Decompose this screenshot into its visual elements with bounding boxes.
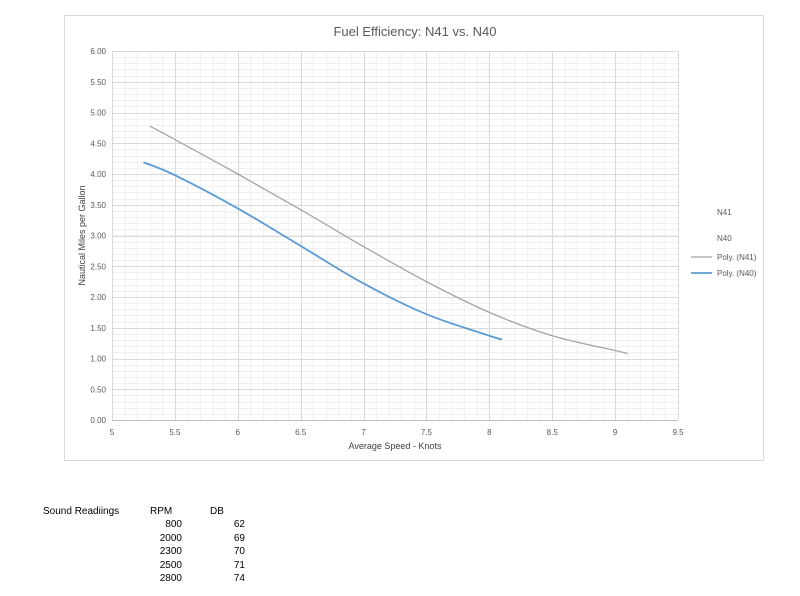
db-cell: 62 (233, 519, 245, 530)
rpm-cell: 2500 (159, 560, 182, 571)
y-tick-label: 0.50 (90, 385, 106, 394)
y-tick-label: 4.00 (90, 170, 106, 179)
fuel-efficiency-chart: 5 5.5 6 6.5 7 7.5 8 8.5 9 9.5 0.00 0.50 1.00 1.50 2.00… (77, 24, 757, 451)
y-tick-label: 6.00 (90, 47, 106, 56)
y-tick-label: 0.00 (90, 416, 106, 425)
y-tick-label: 1.50 (90, 324, 106, 333)
legend-entry: N40 (717, 234, 732, 243)
chart-frame: 5 5.5 6 6.5 7 7.5 8 8.5 9 9.5 0.00 0.50 1.00 1.50 2.00… (64, 15, 764, 461)
db-cell: 71 (233, 560, 245, 571)
rpm-cell: 800 (165, 519, 182, 530)
x-tick-label: 5.5 (169, 428, 181, 437)
rpm-cell: 2300 (159, 546, 182, 557)
x-tick-label: 8 (487, 428, 492, 437)
x-axis-label: Average Speed - Knots (349, 441, 442, 451)
y-tick-label: 3.50 (90, 201, 106, 210)
db-cell: 69 (233, 533, 245, 544)
y-tick-label: 1.00 (90, 355, 106, 364)
chart-title: Fuel Efficiency: N41 vs. N40 (333, 24, 496, 39)
x-tick-label: 5 (110, 428, 115, 437)
x-tick-label: 7 (361, 428, 366, 437)
db-header: DB (210, 506, 224, 517)
major-gridlines (112, 51, 679, 421)
db-cell: 74 (233, 573, 245, 584)
x-tick-label: 6.5 (295, 428, 307, 437)
minor-gridlines (112, 51, 679, 421)
y-tick-label: 4.50 (90, 139, 106, 148)
y-tick-label: 5.50 (90, 78, 106, 87)
y-axis-label: Nautical Miles per Gallon (77, 185, 87, 285)
rpm-cell: 2800 (159, 573, 182, 584)
legend-entry: Poly. (N41) (717, 253, 757, 262)
series-line-poly-n40 (143, 161, 503, 341)
legend-entry: N41 (717, 208, 732, 217)
y-tick-label: 5.00 (90, 109, 106, 118)
x-tick-label: 8.5 (547, 428, 559, 437)
y-tick-label: 2.50 (90, 262, 106, 271)
series-line-poly-n41 (149, 125, 628, 355)
x-tick-label: 6 (236, 428, 241, 437)
legend-entry: Poly. (N40) (717, 269, 757, 278)
x-tick-label: 7.5 (421, 428, 433, 437)
rpm-header: RPM (150, 506, 173, 517)
y-tick-label: 3.00 (90, 232, 106, 241)
sound-readings-title: Sound Readiings (43, 506, 120, 517)
db-cell: 70 (233, 546, 245, 557)
x-tick-label: 9.5 (672, 428, 684, 437)
y-tick-label: 2.00 (90, 293, 106, 302)
rpm-cell: 2000 (159, 533, 182, 544)
x-tick-label: 9 (613, 428, 618, 437)
